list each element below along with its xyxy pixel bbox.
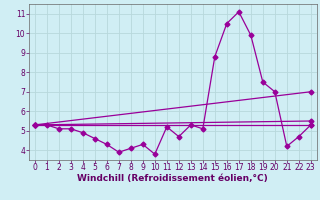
X-axis label: Windchill (Refroidissement éolien,°C): Windchill (Refroidissement éolien,°C) [77, 174, 268, 183]
